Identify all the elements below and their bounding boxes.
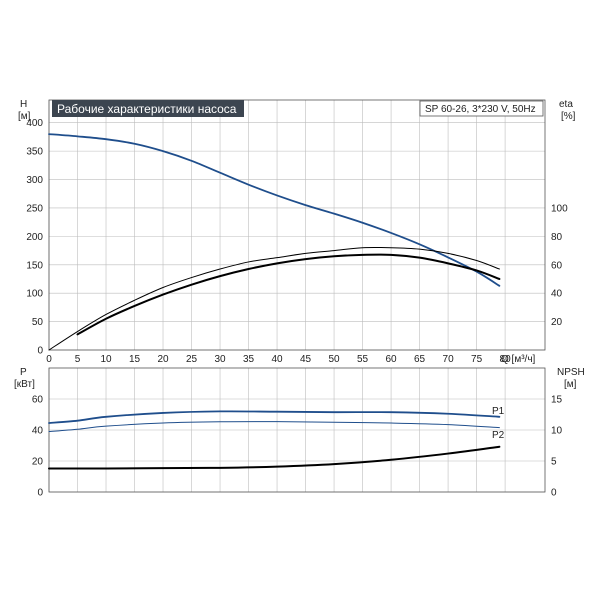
y-left-tick-label: 250 — [26, 203, 43, 214]
y-axis-label-left: H — [20, 99, 27, 110]
power-axis-unit: [кВт] — [14, 379, 35, 390]
top-plot-frame — [48, 99, 546, 351]
x-tick-label: 20 — [157, 354, 169, 365]
npsh-tick-label: 5 — [551, 457, 557, 468]
power-tick-label: 40 — [32, 426, 44, 437]
chart-subtitle: SP 60-26, 3*230 V, 50Hz — [425, 104, 536, 115]
power-tick-label: 60 — [32, 395, 44, 406]
y-left-tick-label: 0 — [37, 346, 43, 357]
efficiency-curve-upper — [48, 246, 500, 351]
npsh-curve — [48, 445, 501, 470]
bottom-plot-frame — [48, 367, 546, 493]
npsh-tick-label: 15 — [551, 395, 563, 406]
y-left-tick-label: 100 — [26, 289, 43, 300]
x-tick-label: 15 — [129, 354, 141, 365]
npsh-axis-label: NPSH — [557, 367, 585, 378]
x-tick-label: 0 — [46, 354, 52, 365]
power-p2-curve — [48, 421, 500, 433]
efficiency-curve-lower — [76, 253, 501, 336]
y-right-tick-label: 40 — [551, 289, 563, 300]
npsh-tick-label: 10 — [551, 426, 563, 437]
power-axis-label: P — [20, 367, 27, 378]
x-tick-label: 75 — [471, 354, 483, 365]
top-right-y-ticks: 20 40 60 80 100 — [551, 203, 568, 328]
bottom-left-y-ticks: 0 20 40 60 — [32, 395, 44, 499]
y-left-tick-label: 400 — [26, 118, 43, 129]
x-tick-label: 55 — [357, 354, 369, 365]
y-left-tick-label: 200 — [26, 232, 43, 243]
x-tick-label: 40 — [271, 354, 283, 365]
y-right-tick-label: 60 — [551, 260, 563, 271]
x-tick-label: 80 — [500, 354, 512, 365]
x-tick-label: 50 — [328, 354, 340, 365]
y-right-tick-label: 80 — [551, 232, 563, 243]
bottom-right-y-ticks: 0 5 10 15 — [551, 395, 563, 499]
x-tick-label: 10 — [100, 354, 112, 365]
y-right-tick-label: 100 — [551, 203, 568, 214]
power-p1-curve — [48, 410, 501, 424]
x-axis-label: Q [м³/ч] — [501, 354, 536, 365]
y-axis-unit-right: [%] — [561, 111, 576, 122]
y-left-tick-label: 350 — [26, 147, 43, 158]
x-tick-label: 35 — [243, 354, 255, 365]
top-series — [48, 133, 501, 351]
bottom-grid — [48, 368, 545, 493]
head-efficiency-chart: 0 5 10 15 20 25 30 35 40 45 50 55 60 65 70 75 80 0 50 100 1… — [18, 99, 576, 365]
x-tick-label: 25 — [186, 354, 198, 365]
power-tick-label: 20 — [32, 457, 44, 468]
series-label-p2: P2 — [492, 430, 505, 441]
power-npsh-chart: 0 20 40 60 0 5 10 15 P [кВт] NPSH [м] P1 P2 — [14, 367, 585, 499]
x-tick-label: 45 — [300, 354, 312, 365]
y-left-tick-label: 300 — [26, 175, 43, 186]
npsh-tick-label: 0 — [551, 488, 557, 499]
x-tick-label: 5 — [75, 354, 81, 365]
head-curve — [48, 133, 501, 287]
x-tick-label: 65 — [414, 354, 426, 365]
top-grid — [48, 100, 545, 351]
y-axis-unit-left: [м] — [18, 111, 31, 122]
top-left-y-ticks: 0 50 100 150 200 250 300 350 400 — [26, 118, 43, 356]
chart-subtitle-box — [419, 100, 544, 117]
power-tick-label: 0 — [37, 488, 43, 499]
x-tick-label: 30 — [214, 354, 226, 365]
series-label-p1: P1 — [492, 406, 505, 417]
npsh-axis-unit: [м] — [564, 379, 577, 390]
bottom-series — [48, 410, 501, 470]
y-left-tick-label: 150 — [26, 260, 43, 271]
y-left-tick-label: 50 — [32, 317, 44, 328]
y-right-tick-label: 20 — [551, 317, 563, 328]
chart-title: Рабочие характеристики насоса — [57, 102, 237, 116]
chart-title-box — [52, 100, 244, 117]
x-tick-label: 60 — [386, 354, 398, 365]
top-x-ticks: 0 5 10 15 20 25 30 35 40 45 50 55 60 65 70 75 80 — [46, 354, 511, 365]
x-tick-label: 70 — [443, 354, 455, 365]
y-axis-label-right: eta — [559, 99, 573, 110]
